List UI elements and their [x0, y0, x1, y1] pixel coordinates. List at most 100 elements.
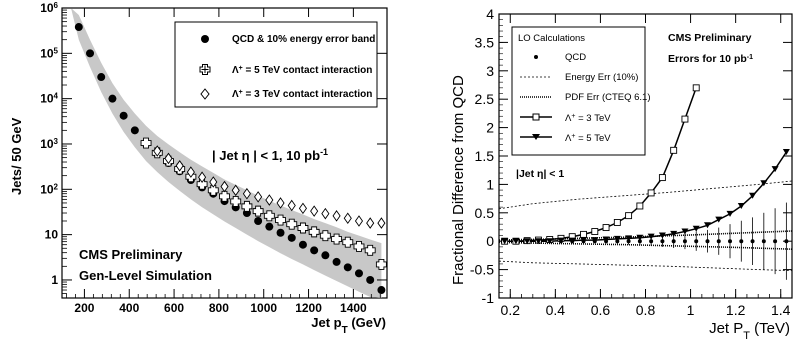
rlegend-3tev-label: Λ+ = 3 TeV	[565, 113, 611, 125]
left-y-tick-label: 1	[51, 273, 58, 287]
ci-3tev-point	[153, 145, 162, 157]
ci-5tev-point	[375, 258, 387, 270]
rlegend-5tev-marker	[532, 134, 540, 140]
ci-5tev-point	[760, 180, 768, 187]
ci-3tev-point	[377, 217, 386, 229]
qcd-point	[343, 263, 352, 272]
right-eta-annotation: |Jet η| < 1	[516, 168, 564, 180]
right-legend: LO Calculations QCD Energy Err (10%) PDF…	[511, 26, 651, 156]
right-x-axis-label: Jet PT (TeV)	[709, 320, 790, 341]
right-legend-title: LO Calculations	[518, 33, 585, 44]
qcd-point	[86, 49, 95, 58]
qcd-point	[716, 239, 721, 244]
right-y-tick-label: -1	[482, 290, 495, 306]
left-y-tick-label: 106	[40, 1, 58, 16]
ci-5tev-point	[602, 236, 610, 243]
ci-5tev-point	[501, 238, 509, 245]
qcd-point	[332, 257, 341, 266]
qcd-point	[74, 23, 83, 32]
left-x-tick-label: 1000	[250, 301, 277, 315]
rlegend-qcd-marker	[534, 55, 538, 59]
ci-3tev-point	[658, 174, 666, 182]
qcd-point	[761, 239, 766, 244]
ci-3tev-point	[310, 205, 319, 217]
ci-3tev-point	[681, 115, 689, 123]
ci-3tev-point	[354, 215, 364, 227]
left-gen-level-simulation: Gen-Level Simulation	[79, 268, 212, 283]
legend-qcd-marker	[201, 35, 209, 43]
ci-5tev-point	[647, 233, 655, 240]
left-y-tick-label: 10	[45, 228, 59, 242]
ci-3tev-point	[265, 194, 274, 206]
right-x-tick-label: 0.8	[636, 302, 656, 318]
ci-3tev-point	[591, 228, 599, 235]
ci-3tev-point	[366, 217, 375, 229]
legend-qcd-label: QCD & 10% energy error band	[232, 34, 375, 45]
ci-5tev-point	[297, 222, 309, 234]
right-x-tick-label: 0.4	[546, 302, 566, 318]
energy-err-lower	[498, 260, 793, 272]
ci-3tev-point	[625, 212, 633, 220]
ci-3tev-point	[647, 189, 655, 197]
rlegend-energy-label: Energy Err (10%)	[565, 72, 638, 83]
qcd-point	[265, 222, 274, 231]
left-cms-preliminary: CMS Preliminary	[79, 247, 183, 262]
right-cms-preliminary: CMS Preliminary	[668, 32, 752, 44]
ci-5tev-point	[737, 202, 745, 209]
qcd-point	[728, 239, 733, 244]
left-x-tick-label: 800	[209, 301, 229, 315]
ci-5tev-point	[263, 210, 275, 222]
left-y-tick-label: 104	[40, 91, 58, 106]
qcd-point	[354, 269, 363, 278]
right-x-tick-label: 1.2	[726, 302, 746, 318]
ci-5tev-point	[771, 166, 779, 173]
right-data-points	[501, 84, 790, 280]
left-x-axis-label: Jet pT (GeV)	[311, 315, 386, 336]
qcd-point	[773, 239, 778, 244]
left-legend: QCD & 10% energy error band Λ+ = 5 TeV c…	[174, 21, 378, 108]
qcd-point	[276, 228, 285, 237]
ci-3tev-point	[198, 171, 207, 183]
ci-3tev-point	[298, 202, 307, 215]
legend-5tev-label: Λ+ = 5 TeV contact interaction	[232, 65, 372, 77]
qcd-point	[366, 275, 375, 284]
ci-5tev-point	[625, 235, 633, 242]
left-y-axis-label: Jets/ 50 GeV	[9, 117, 24, 195]
right-x-tick-label: 0.2	[501, 302, 521, 318]
rlegend-5tev-label: Λ+ = 5 TeV	[565, 133, 611, 145]
ci-3tev-point	[602, 224, 610, 232]
pdf-err-lower	[498, 241, 793, 250]
ci-3tev-point	[220, 180, 229, 193]
qcd-point	[682, 239, 687, 244]
qcd-point	[784, 239, 789, 244]
ci-3tev-point	[164, 152, 173, 165]
right-x-tick-label: 1.4	[771, 302, 791, 318]
left-x-tick-label: 200	[74, 301, 94, 315]
ci-5tev-point	[331, 233, 343, 245]
ci-5tev-point	[140, 137, 152, 149]
ci-5tev-point	[782, 149, 790, 156]
ci-3tev-point	[242, 187, 251, 200]
ci-5tev-point	[557, 237, 565, 244]
left-data-points	[74, 23, 387, 295]
ci-5tev-point	[364, 244, 376, 256]
ci-5tev-point	[568, 237, 576, 244]
ci-5tev-point	[749, 192, 757, 199]
ci-3tev-point	[231, 184, 240, 197]
right-y-tick-label: 1.5	[475, 148, 495, 164]
ci-5tev-point	[286, 218, 298, 230]
left-x-tick-label: 1200	[295, 301, 322, 315]
ci-5tev-point	[636, 234, 644, 241]
qcd-point	[377, 286, 386, 295]
ci-5tev-point	[546, 238, 554, 245]
left-chart: 200 400 600 800 1000 1200 1400 1 10 102 103 104 105 1…	[9, 1, 388, 336]
ci-5tev-point	[207, 184, 219, 196]
ci-3tev-point	[186, 166, 195, 178]
qcd-point	[705, 239, 710, 244]
left-selection-annotation: | Jet η | < 1, 10 pb-1	[212, 147, 328, 163]
qcd-point	[750, 239, 755, 244]
energy-err-upper	[498, 180, 793, 210]
ci-3tev-point	[276, 197, 285, 209]
ci-5tev-point	[580, 237, 588, 244]
